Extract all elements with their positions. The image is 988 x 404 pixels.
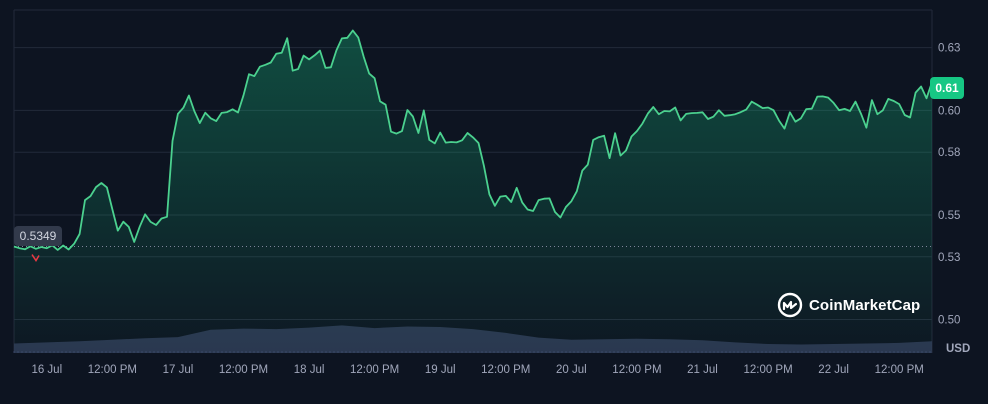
y-tick-label: 0.63: [938, 43, 960, 55]
x-tick-label: 19 Jul: [425, 364, 456, 376]
price-area: [14, 30, 932, 353]
y-tick-label: 0.50: [938, 315, 960, 327]
x-tick-label: 22 Jul: [818, 364, 849, 376]
price-line: [13, 29, 933, 251]
x-tick-label: 12:00 PM: [743, 364, 792, 376]
coinmarketcap-logo-icon: [777, 292, 803, 318]
x-tick-label: 12:00 PM: [481, 364, 530, 376]
y-tick-label: 0.55: [938, 210, 960, 222]
y-tick-label: 0.60: [938, 105, 960, 117]
x-tick-label: 16 Jul: [31, 364, 62, 376]
x-tick-label: 21 Jul: [687, 364, 718, 376]
current-price-badge: 0.61: [930, 77, 964, 99]
y-tick-label: 0.53: [938, 252, 960, 264]
x-tick-label: 12:00 PM: [612, 364, 661, 376]
coinmarketcap-watermark: CoinMarketCap: [777, 292, 920, 318]
start-price-badge: 0.5349: [14, 226, 62, 246]
currency-label: USD: [946, 343, 971, 355]
x-tick-label: 20 Jul: [556, 364, 587, 376]
x-tick-label: 12:00 PM: [219, 364, 268, 376]
price-series: [13, 29, 933, 353]
x-tick-label: 12:00 PM: [875, 364, 924, 376]
x-tick-label: 12:00 PM: [350, 364, 399, 376]
start-dip-marker: [31, 254, 40, 262]
y-tick-label: 0.58: [938, 147, 960, 159]
x-tick-label: 18 Jul: [294, 364, 325, 376]
x-axis-labels: 16 Jul 12:00 PM 17 Jul 12:00 PM 18 Jul 12:00 …: [31, 364, 923, 376]
watermark-text: CoinMarketCap: [809, 296, 921, 314]
x-tick-label: 12:00 PM: [88, 364, 137, 376]
x-tick-label: 17 Jul: [163, 364, 194, 376]
y-axis-labels: 0.50 0.53 0.55 0.58 0.60 0.63: [938, 43, 960, 327]
